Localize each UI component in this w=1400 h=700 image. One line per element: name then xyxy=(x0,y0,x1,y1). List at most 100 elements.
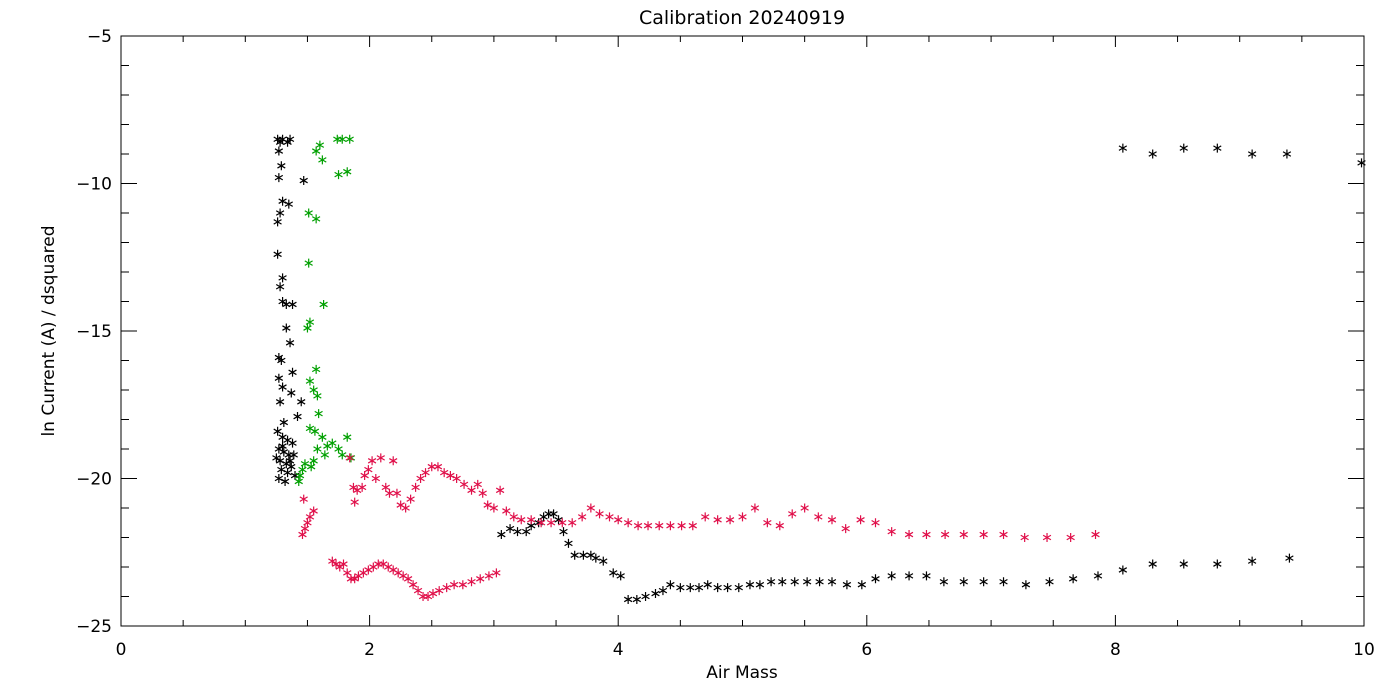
data-point xyxy=(871,574,880,584)
data-point xyxy=(389,456,398,466)
data-point xyxy=(278,297,287,306)
data-point xyxy=(313,444,322,454)
data-point xyxy=(676,583,685,593)
data-point xyxy=(328,556,337,566)
data-point xyxy=(549,509,558,519)
y-tick-label: −5 xyxy=(87,27,112,47)
x-tick-label: 8 xyxy=(1110,640,1121,660)
data-point xyxy=(559,527,568,537)
data-point xyxy=(280,476,290,486)
data-point xyxy=(343,568,352,578)
data-point xyxy=(713,583,722,593)
data-point xyxy=(483,500,492,510)
data-point xyxy=(887,571,896,581)
data-point xyxy=(1213,559,1222,569)
data-point xyxy=(411,482,420,492)
data-point xyxy=(1148,559,1157,569)
data-point xyxy=(827,515,837,525)
data-point xyxy=(272,453,281,463)
data-point xyxy=(299,176,308,186)
data-point xyxy=(311,146,321,156)
y-tick-label: −25 xyxy=(76,617,112,637)
data-point xyxy=(439,468,449,478)
data-point xyxy=(334,170,343,180)
data-point xyxy=(605,512,614,522)
data-point xyxy=(842,580,852,590)
data-point xyxy=(999,577,1008,587)
data-point xyxy=(423,592,433,601)
data-point xyxy=(586,550,596,560)
data-point xyxy=(392,488,402,498)
data-point xyxy=(827,577,837,587)
data-point xyxy=(616,571,625,581)
data-point xyxy=(558,518,567,528)
data-point xyxy=(345,453,354,463)
data-point xyxy=(408,580,418,590)
data-point xyxy=(677,521,686,531)
data-point xyxy=(723,583,732,593)
data-point xyxy=(623,594,633,604)
y-tick-label: −20 xyxy=(76,470,112,490)
data-point xyxy=(458,580,468,590)
data-point xyxy=(311,364,321,374)
data-point xyxy=(282,323,291,333)
data-point xyxy=(502,506,511,516)
data-point xyxy=(497,530,506,540)
data-point xyxy=(288,367,297,377)
data-point xyxy=(725,515,735,525)
data-point xyxy=(369,562,378,572)
data-point xyxy=(871,518,880,528)
data-point xyxy=(632,594,642,604)
data-point xyxy=(297,397,306,407)
data-point xyxy=(745,580,755,590)
data-point xyxy=(446,471,455,481)
data-point xyxy=(278,432,287,442)
data-point xyxy=(323,441,332,451)
data-point xyxy=(288,299,297,309)
data-point xyxy=(595,509,604,519)
data-point xyxy=(814,512,823,522)
data-point xyxy=(505,524,515,534)
data-point xyxy=(274,146,284,156)
data-point xyxy=(701,512,710,522)
data-points xyxy=(272,134,1366,604)
data-point xyxy=(318,432,327,442)
data-point xyxy=(775,521,784,531)
data-point xyxy=(570,550,579,560)
data-point xyxy=(599,556,608,566)
data-point xyxy=(304,208,313,218)
data-point xyxy=(314,409,323,419)
data-point xyxy=(275,282,285,292)
data-point xyxy=(857,580,867,590)
data-point xyxy=(277,356,286,365)
data-point xyxy=(666,580,675,590)
data-point xyxy=(273,217,282,227)
data-point xyxy=(403,574,413,584)
data-point xyxy=(526,515,536,525)
axis-tick-labels: 0 2 4 6 8 10 −25 −20 −15 −10 −5 xyxy=(76,27,1375,660)
data-point xyxy=(442,583,451,593)
data-point xyxy=(1091,530,1100,540)
data-point xyxy=(350,497,359,507)
data-point xyxy=(568,518,577,528)
data-point xyxy=(350,574,359,584)
data-point xyxy=(278,441,287,451)
data-point xyxy=(279,447,289,457)
data-point xyxy=(364,565,373,575)
data-point xyxy=(1045,577,1054,587)
data-point xyxy=(318,155,327,165)
x-axis-label: Air Mass xyxy=(706,663,778,683)
data-point xyxy=(278,196,287,206)
data-point xyxy=(406,494,415,504)
data-point xyxy=(333,134,342,144)
data-point xyxy=(1068,574,1078,584)
data-point xyxy=(666,521,675,531)
x-tick-label: 4 xyxy=(613,640,624,660)
data-point xyxy=(467,577,476,587)
data-point xyxy=(614,515,623,525)
data-point xyxy=(418,592,428,601)
data-point xyxy=(320,450,330,460)
data-point xyxy=(1357,158,1366,168)
data-point xyxy=(959,577,968,587)
data-point xyxy=(305,423,315,433)
